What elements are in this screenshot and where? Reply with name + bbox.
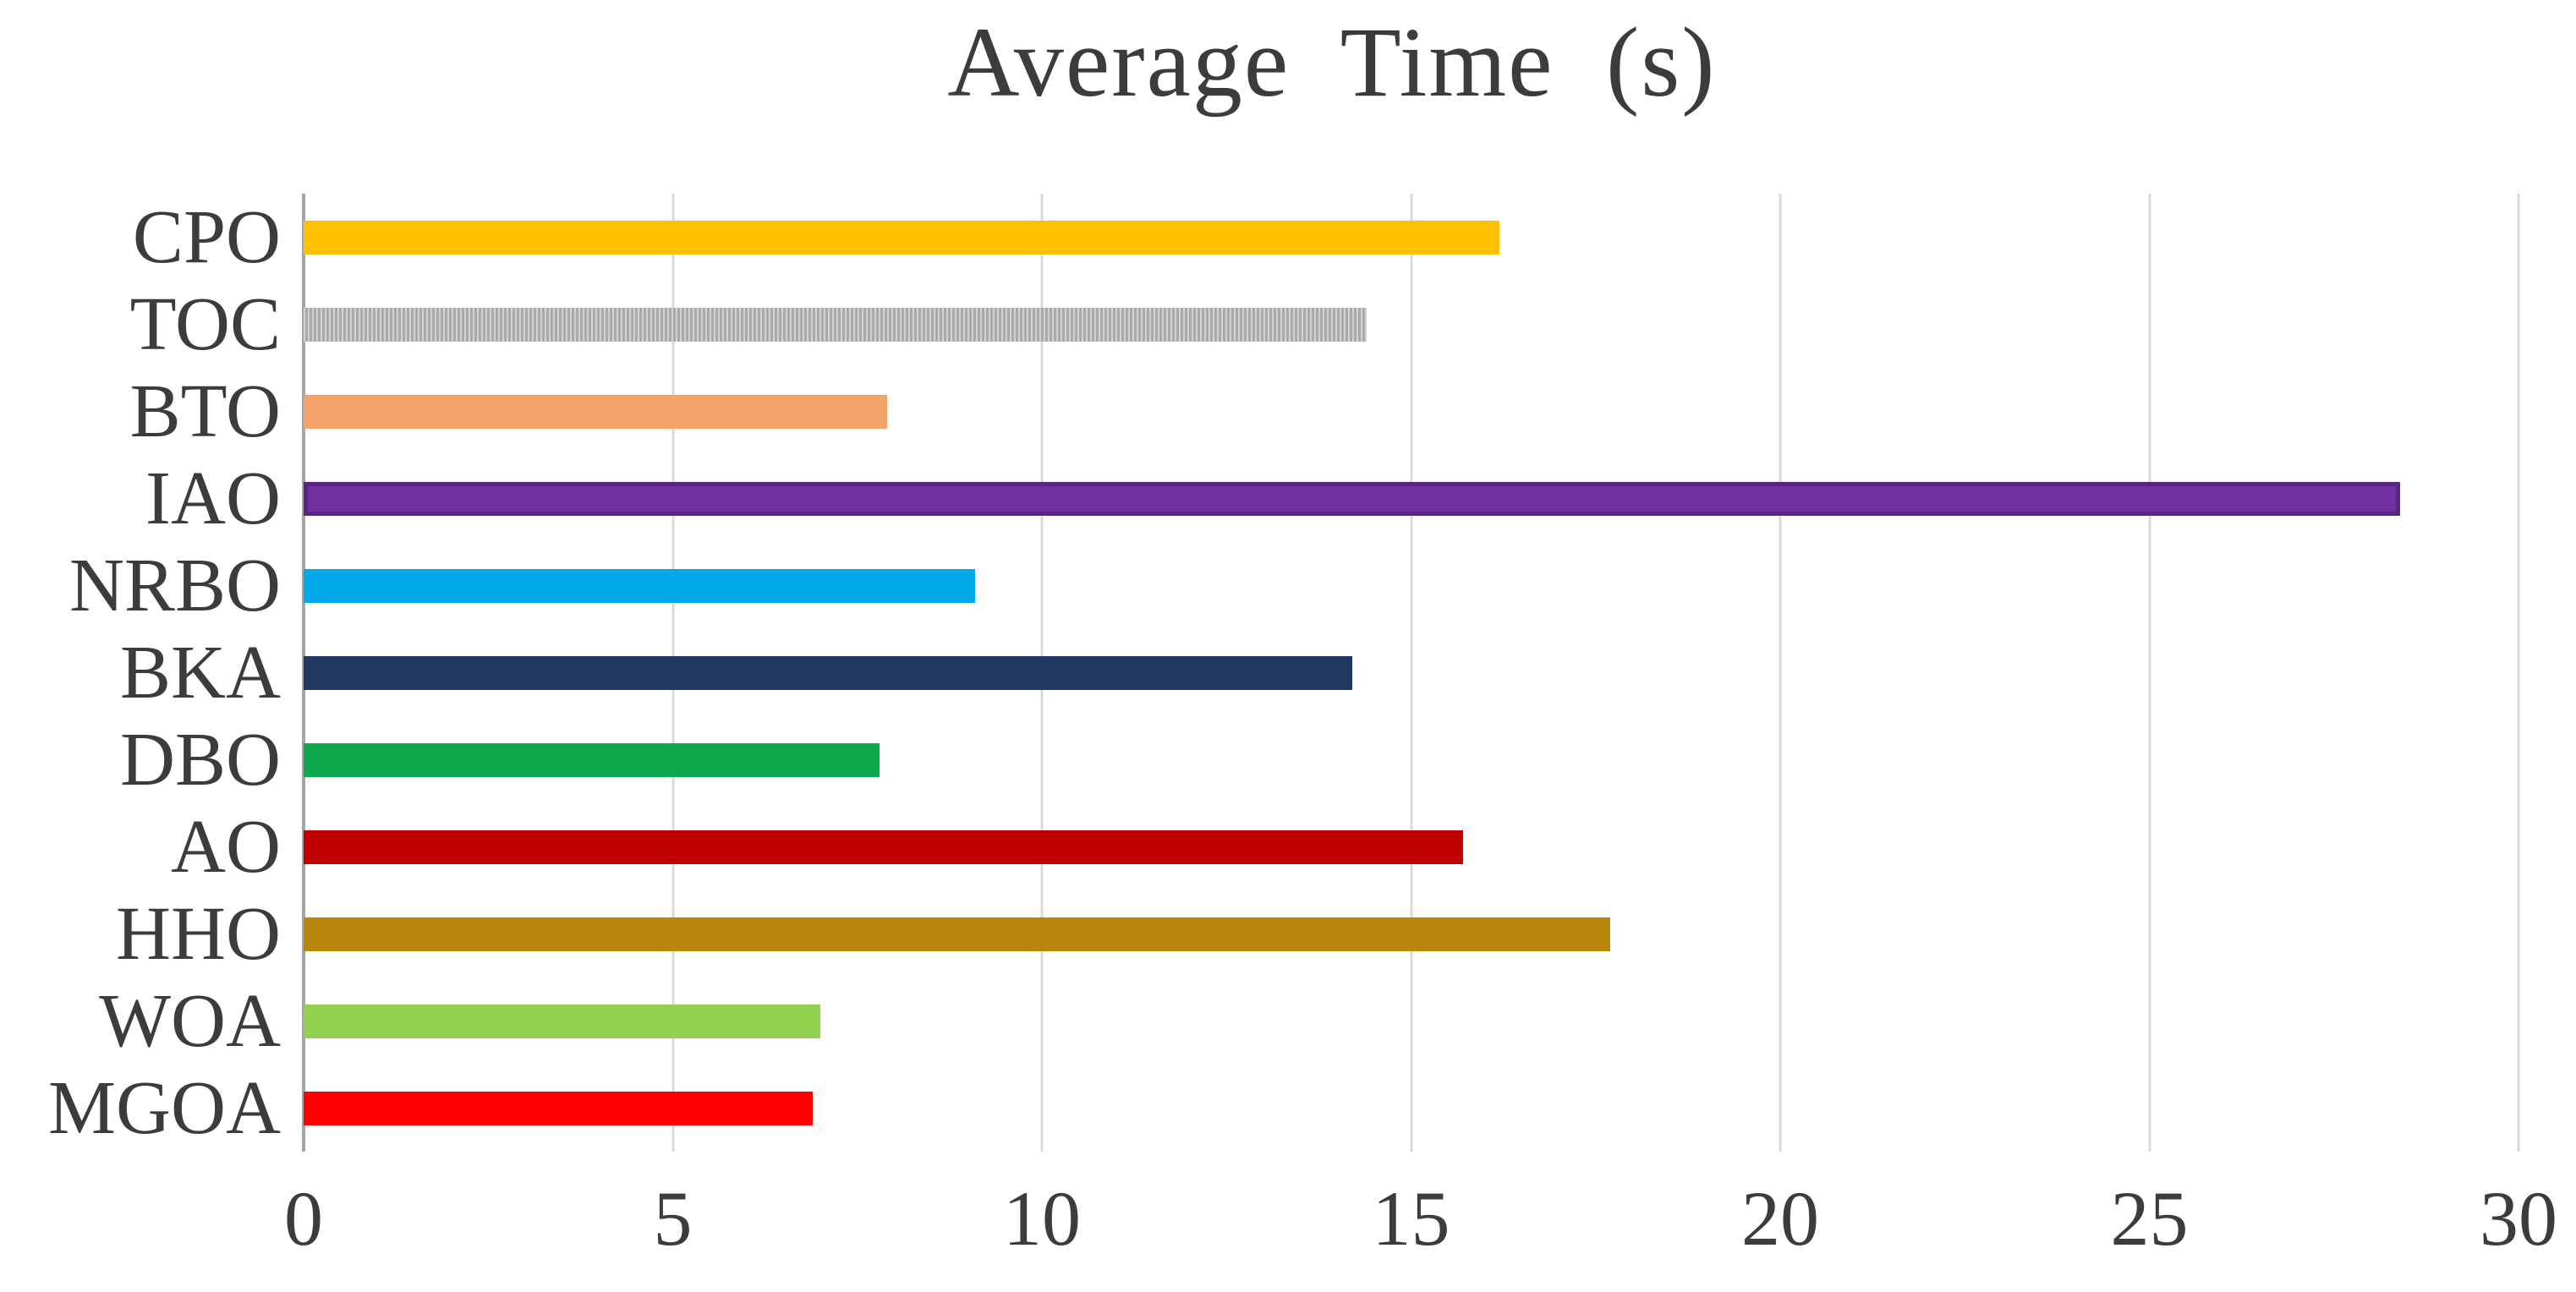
category-label-ao: AO: [171, 805, 281, 889]
bar-woa: [304, 1004, 821, 1038]
category-label-nrbo: NRBO: [69, 544, 281, 627]
bar-iao: [304, 481, 2401, 516]
category-label-bto: BTO: [129, 370, 281, 453]
category-row-woa: WOA: [0, 977, 281, 1065]
bar-cpo: [304, 220, 1500, 255]
bar-row-cpo: [304, 194, 2518, 281]
bar-row-dbo: [304, 716, 2518, 803]
gridline-15: [1410, 194, 1412, 1152]
bar-row-mgoa: [304, 1065, 2518, 1152]
category-axis: CPO TOC BTO IAO NRBO BKA DBO AO HHO WOA MGOA: [0, 194, 281, 1152]
category-label-mgoa: MGOA: [47, 1066, 281, 1150]
category-row-dbo: DBO: [0, 716, 281, 803]
x-tick-label-15: 15: [1372, 1175, 1450, 1262]
category-label-bka: BKA: [119, 631, 281, 714]
category-label-dbo: DBO: [119, 718, 281, 802]
category-label-woa: WOA: [99, 979, 281, 1063]
category-label-hho: HHO: [116, 892, 281, 976]
plot-area: [302, 194, 2520, 1152]
category-label-cpo: CPO: [132, 195, 281, 279]
x-tick-label-20: 20: [1741, 1175, 1819, 1262]
bar-row-nrbo: [304, 542, 2518, 629]
bar-ao: [304, 829, 1463, 864]
category-row-hho: HHO: [0, 890, 281, 977]
bar-nrbo: [304, 568, 976, 603]
bar-row-iao: [304, 455, 2518, 542]
bar-row-woa: [304, 977, 2518, 1065]
gridline-25: [2148, 194, 2151, 1152]
bar-row-bto: [304, 368, 2518, 455]
x-tick-label-30: 30: [2480, 1175, 2557, 1262]
bar-dbo: [304, 742, 880, 777]
bar-series: [304, 194, 2518, 1152]
x-tick-label-10: 10: [1003, 1175, 1081, 1262]
category-row-nrbo: NRBO: [0, 542, 281, 629]
bar-hho: [304, 917, 1611, 951]
bar-bka: [304, 655, 1352, 690]
bar-mgoa: [304, 1091, 814, 1125]
bar-bto: [304, 394, 887, 429]
gridline-30: [2517, 194, 2520, 1152]
category-label-iao: IAO: [145, 457, 281, 540]
category-row-iao: IAO: [0, 455, 281, 542]
category-row-mgoa: MGOA: [0, 1065, 281, 1152]
x-axis: 0 5 10 15 20 25 30: [284, 1174, 2557, 1284]
category-row-toc: TOC: [0, 281, 281, 368]
chart-title: Average Time (s): [947, 7, 1717, 118]
bar-row-bka: [304, 629, 2518, 716]
x-tick-label-5: 5: [653, 1175, 693, 1262]
category-row-bto: BTO: [0, 368, 281, 455]
bar-toc: [304, 307, 1367, 342]
x-tick-label-0: 0: [284, 1175, 323, 1262]
bar-row-ao: [304, 803, 2518, 890]
category-row-cpo: CPO: [0, 194, 281, 281]
bar-row-hho: [304, 890, 2518, 977]
gridline-20: [1779, 194, 1782, 1152]
bar-row-toc: [304, 281, 2518, 368]
category-row-ao: AO: [0, 803, 281, 890]
category-row-bka: BKA: [0, 629, 281, 716]
category-label-toc: TOC: [129, 282, 281, 366]
x-tick-label-25: 25: [2110, 1175, 2189, 1262]
